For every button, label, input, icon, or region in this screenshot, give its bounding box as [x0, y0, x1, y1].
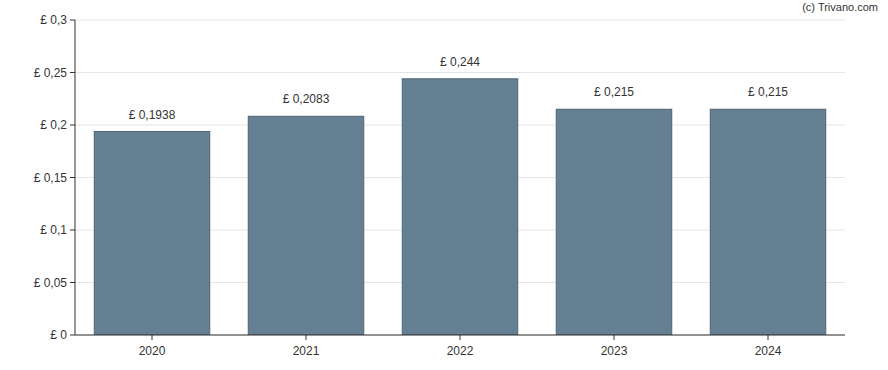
bars	[94, 79, 826, 335]
tick-mark	[70, 125, 75, 126]
grid-line	[75, 335, 845, 336]
y-tick-label: £ 0,05	[34, 276, 68, 290]
y-tick-label: £ 0,25	[34, 66, 68, 80]
tick-mark	[70, 335, 75, 336]
data-label: £ 0,2083	[283, 92, 330, 106]
tick-mark	[70, 72, 75, 73]
y-tick-label: £ 0	[50, 328, 67, 342]
x-tick-mark	[306, 335, 307, 340]
tick-mark	[70, 20, 75, 21]
bar	[710, 109, 826, 335]
bar	[556, 109, 672, 335]
y-axis	[75, 20, 76, 335]
x-tick-label: 2020	[139, 344, 166, 358]
tick-mark	[70, 230, 75, 231]
x-tick-label: 2024	[755, 344, 782, 358]
data-label: £ 0,244	[440, 55, 480, 69]
x-axis	[75, 335, 845, 336]
bar	[248, 116, 364, 335]
x-tick-label: 2022	[447, 344, 474, 358]
data-label: £ 0,215	[748, 85, 788, 99]
data-label: £ 0,1938	[129, 108, 176, 122]
credit: (c) Trivano.com	[802, 1, 878, 13]
chart: £ 0 £ 0,05 £ 0,1 £ 0,15 £ 0,2 £ 0,25 £ 0,3 £ 0,…	[0, 0, 888, 370]
x-tick-mark	[768, 335, 769, 340]
bar	[402, 79, 518, 335]
x-tick-label: 2023	[601, 344, 628, 358]
x-tick-mark	[614, 335, 615, 340]
tick-mark	[70, 177, 75, 178]
y-tick-label: £ 0,15	[34, 171, 68, 185]
x-tick-mark	[460, 335, 461, 340]
y-tick-label: £ 0,2	[40, 118, 67, 132]
grid-line	[75, 72, 845, 73]
y-tick-label: £ 0,1	[40, 223, 67, 237]
tick-mark	[70, 282, 75, 283]
x-tick-mark	[152, 335, 153, 340]
bar	[94, 132, 210, 335]
x-tick-label: 2021	[293, 344, 320, 358]
data-label: £ 0,215	[594, 85, 634, 99]
y-tick-label: £ 0,3	[40, 13, 67, 27]
grid-line	[75, 20, 845, 21]
